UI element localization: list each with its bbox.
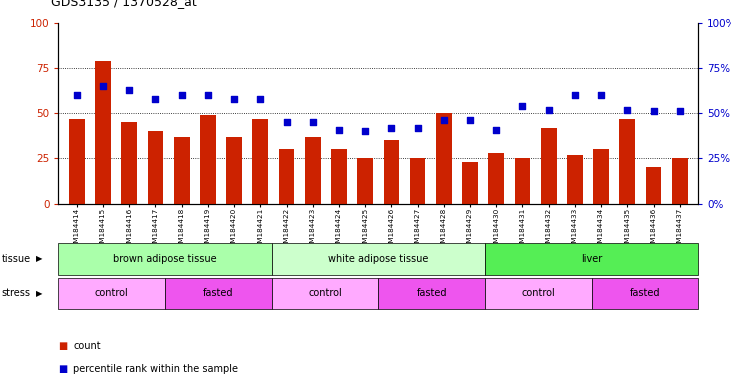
Point [438,118,450,124]
Bar [95,61,111,204]
Text: tissue: tissue [1,254,31,264]
Bar [121,122,137,204]
Point [124,87,135,93]
Point [517,103,529,109]
Bar [594,149,609,204]
Bar [541,128,556,204]
Bar [672,159,688,204]
Text: brown adipose tissue: brown adipose tissue [113,254,217,264]
Text: white adipose tissue: white adipose tissue [328,254,428,264]
Point [150,96,162,102]
Bar [279,149,295,204]
Point [202,92,213,98]
Text: control: control [95,288,129,298]
Text: stress: stress [1,288,31,298]
Point [97,83,109,89]
Point [385,125,397,131]
Point [464,118,476,124]
Text: percentile rank within the sample: percentile rank within the sample [73,364,238,374]
Text: control: control [308,288,342,298]
Point [254,96,266,102]
Bar [488,153,504,204]
Text: fasted: fasted [417,288,447,298]
Text: ■: ■ [58,341,68,351]
Text: ▶: ▶ [36,254,42,263]
Point [71,92,83,98]
Point [360,128,371,134]
Bar [410,159,425,204]
Point [491,126,502,132]
Bar [227,137,242,204]
Bar [384,141,399,204]
Point [228,96,240,102]
Text: ■: ■ [58,364,68,374]
Text: control: control [521,288,555,298]
Bar [619,119,635,204]
Point [543,107,555,113]
Bar [252,119,268,204]
Bar [200,115,216,204]
Bar [69,119,85,204]
Bar [645,167,662,204]
Text: GDS3135 / 1370528_at: GDS3135 / 1370528_at [51,0,197,8]
Point [595,92,607,98]
Bar [305,137,321,204]
Point [648,108,659,114]
Bar [436,113,452,204]
Point [621,107,633,113]
Bar [462,162,478,204]
Point [176,92,188,98]
Bar [515,159,530,204]
Bar [331,149,346,204]
Point [333,126,345,132]
Bar [174,137,189,204]
Text: count: count [73,341,101,351]
Bar [357,159,373,204]
Point [412,125,423,131]
Point [569,92,580,98]
Text: fasted: fasted [629,288,660,298]
Point [281,119,292,126]
Bar [567,155,583,204]
Bar [148,131,163,204]
Text: fasted: fasted [203,288,234,298]
Point [307,119,319,126]
Point [674,108,686,114]
Text: liver: liver [581,254,602,264]
Text: ▶: ▶ [36,289,42,298]
